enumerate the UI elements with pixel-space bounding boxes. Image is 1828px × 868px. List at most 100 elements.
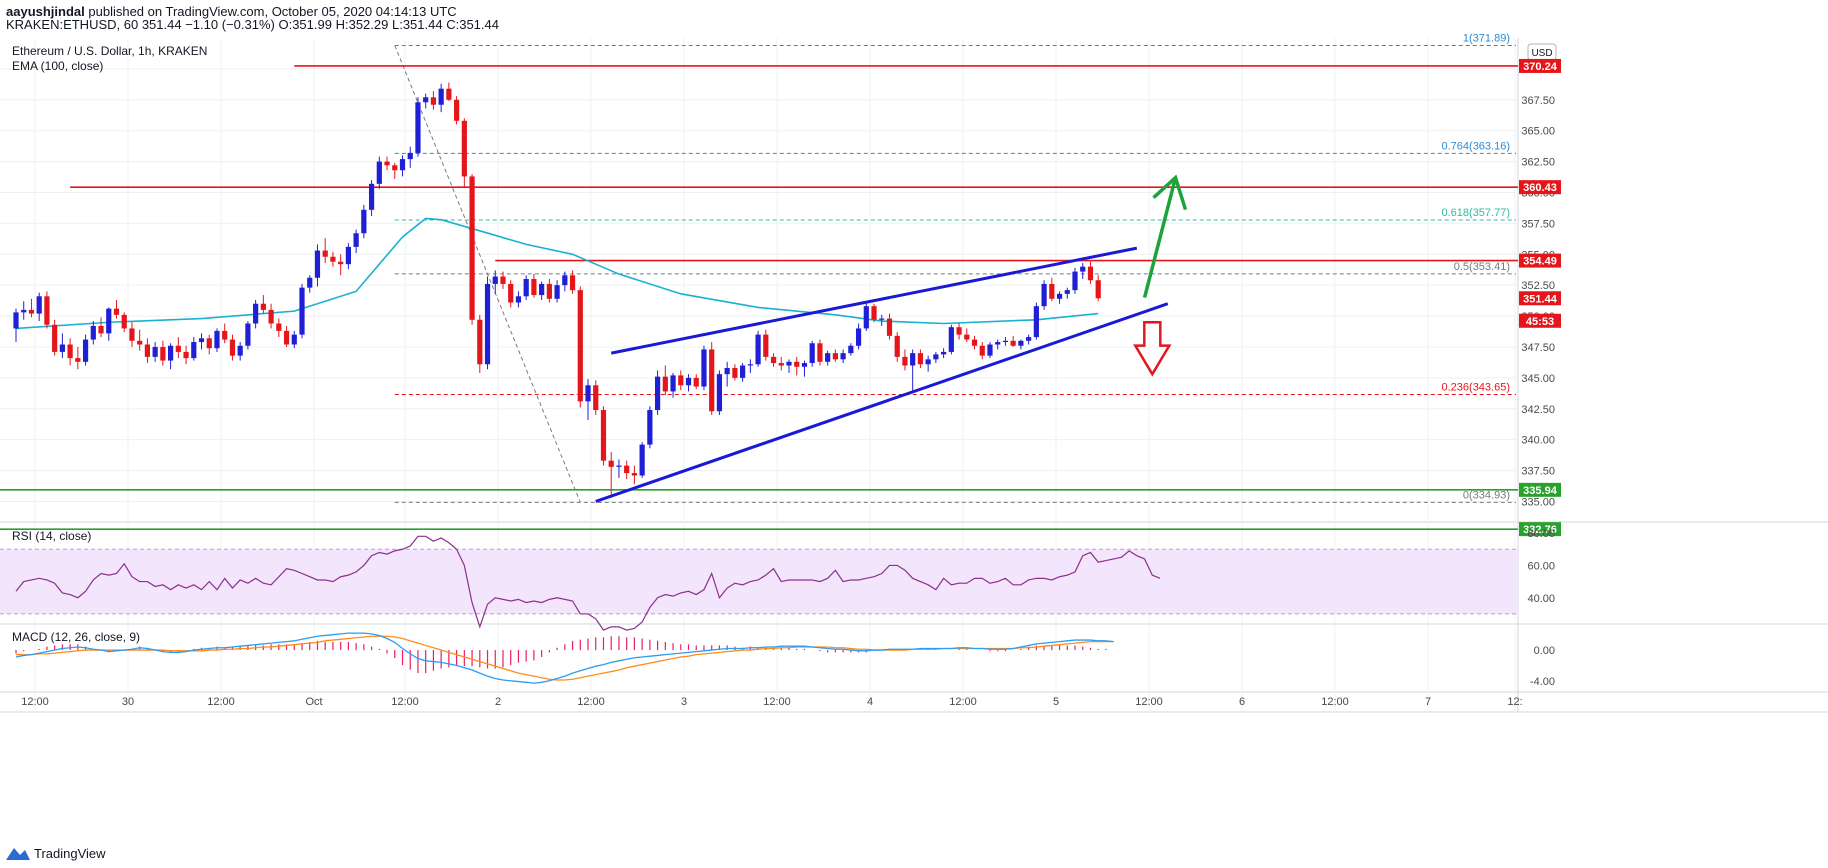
candle-bearish (709, 349, 715, 412)
candle-bullish (299, 287, 305, 335)
candle-bearish (1095, 280, 1101, 299)
candle-bearish (1010, 340, 1016, 346)
resistance-price-tag-box (1519, 58, 1561, 73)
candle-bearish (1049, 283, 1055, 299)
candle-bullish (214, 330, 220, 349)
candle-bullish (562, 275, 568, 286)
close-label: C: (446, 17, 460, 32)
candle-bullish (168, 345, 174, 361)
candle-bearish (902, 356, 908, 366)
candle-bullish (647, 410, 653, 445)
candle-bullish (237, 345, 243, 356)
price-axis-label: 337.50 (1521, 466, 1555, 478)
rsi-line (15, 535, 1161, 631)
ema-indicator-label: EMA (100, close) (12, 59, 103, 73)
candle-bearish (500, 276, 506, 284)
candle-bullish (1064, 290, 1070, 294)
low-label: L: (391, 17, 403, 32)
price-axis-label: 362.50 (1521, 157, 1555, 169)
candle-bullish (740, 365, 746, 378)
support-price-tag-text: 332.76 (1523, 524, 1557, 536)
bullish-arrow-icon (1142, 174, 1188, 298)
candle-bullish (1056, 293, 1063, 299)
candle-bullish (616, 465, 622, 467)
candle-bearish (113, 308, 120, 315)
candle-bullish (1033, 306, 1039, 338)
candle-bearish (917, 353, 924, 365)
candle-bullish (670, 375, 676, 392)
tradingview-footer[interactable]: TradingView (6, 842, 106, 864)
candle-bearish (44, 296, 50, 325)
candle-bullish (987, 344, 993, 356)
candle-bullish (36, 296, 42, 314)
resistance-price-tag: 370.24 (1519, 58, 1561, 73)
high-label: H: (335, 17, 349, 32)
candle-bearish (222, 330, 228, 340)
candle-bearish (600, 410, 607, 461)
candle-bearish (956, 327, 962, 335)
author-name[interactable]: aayushjindal (6, 4, 85, 19)
candle-bearish (175, 345, 181, 352)
candle-bullish (539, 283, 545, 296)
tradingview-logo-icon (6, 848, 30, 860)
candle-bearish (129, 328, 135, 341)
candle-bearish (531, 279, 537, 296)
countdown-price-tag-text: 45:53 (1526, 316, 1554, 328)
candle-bearish (75, 358, 81, 362)
open-value: 351.99 (292, 17, 332, 32)
time-axis-label: 12:00 (763, 696, 791, 708)
candle-bullish (585, 385, 591, 402)
candle-bullish (415, 102, 421, 153)
candle-bullish (554, 285, 560, 299)
candle-bullish (701, 349, 707, 387)
candle-bearish (546, 283, 552, 299)
candle-bullish (515, 296, 522, 303)
price-axis-label: 342.50 (1521, 404, 1555, 416)
channel-lower-line (595, 302, 1169, 503)
fib-level-label: 0.618(357.77) (1442, 207, 1511, 219)
resistance-price-tag-box (1519, 253, 1561, 268)
fib-level-label: 1(371.89) (1463, 33, 1510, 45)
time-axis-label: 12:00 (949, 696, 977, 708)
time-axis-label: 12:00 (1321, 696, 1349, 708)
candle-bearish (338, 261, 344, 265)
fib-level-label: 0.236(343.65) (1442, 382, 1511, 394)
macd-line (15, 632, 1114, 684)
time-axis-label: 12:00 (21, 696, 49, 708)
candle-bearish (569, 275, 576, 291)
price-axis-label: 340.00 (1521, 435, 1555, 447)
candle-bearish (508, 283, 514, 303)
candle-bearish (794, 361, 800, 367)
macd-axis-label: -4.00 (1530, 676, 1555, 688)
candle-bearish (593, 385, 599, 411)
candle-bearish (979, 345, 985, 356)
time-axis-label: 12:00 (207, 696, 235, 708)
candle-bullish (639, 444, 645, 476)
candle-bullish (492, 276, 498, 284)
candle-bearish (964, 334, 970, 340)
candle-bearish (1087, 266, 1094, 281)
candle-bearish (693, 377, 699, 387)
candle-bearish (67, 344, 73, 359)
candle-bearish (229, 339, 236, 356)
candle-bearish (678, 375, 684, 386)
candle-bearish (160, 346, 166, 361)
candle-bullish (755, 334, 761, 365)
candle-bearish (121, 314, 127, 329)
candle-bearish (283, 330, 290, 345)
time-axis-label: 2 (495, 696, 501, 708)
candle-bearish (469, 176, 475, 320)
macd-signal-line (16, 635, 1114, 681)
high-value: 352.29 (348, 17, 389, 32)
price-axis-label: 335.00 (1521, 496, 1555, 508)
candle-bearish (322, 250, 328, 257)
candle-bearish (817, 343, 823, 362)
candle-bullish (801, 363, 808, 367)
candle-bearish (871, 306, 877, 320)
candle-bullish (933, 354, 939, 360)
candles-group (13, 82, 1101, 496)
ohlc-row: KRAKEN:ETHUSD, 60 351.44 −1.10 (−0.31%) … (6, 17, 499, 32)
macd-title: MACD (12, 26, close, 9) (12, 630, 140, 644)
support-price-tag-box (1519, 482, 1561, 497)
